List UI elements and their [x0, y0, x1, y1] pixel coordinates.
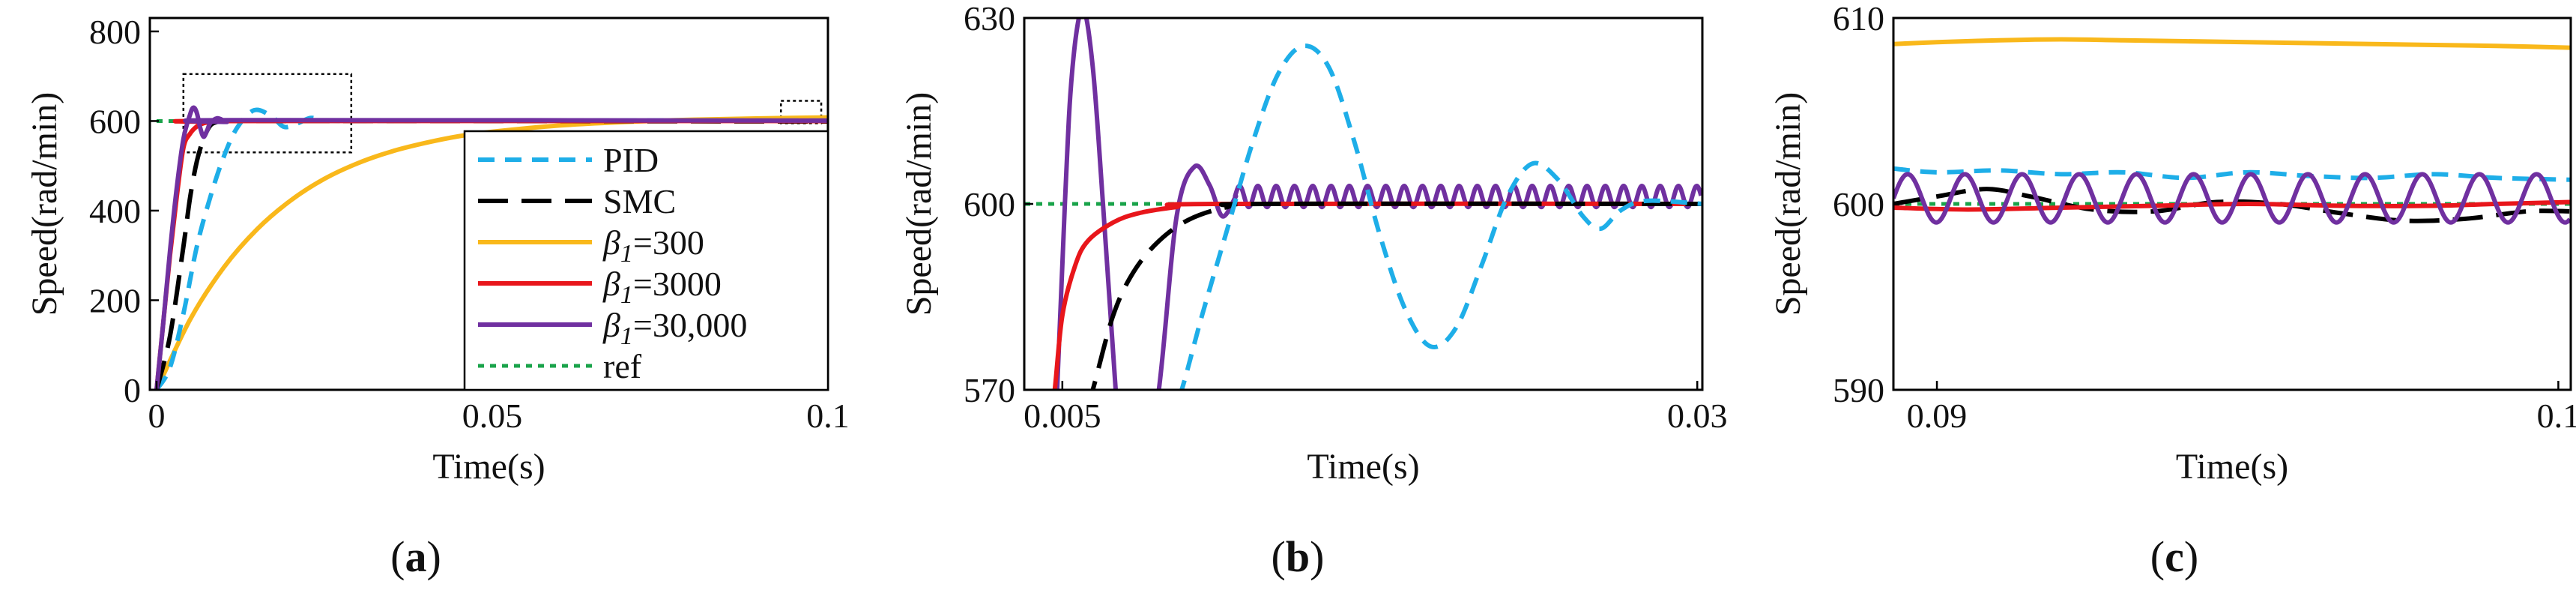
legend-box — [463, 130, 829, 391]
x-tick-label: 0 — [148, 397, 165, 435]
legend-label-b300: β1=300 — [602, 223, 704, 268]
series-layer — [1893, 37, 2571, 225]
panel-a: 0 0.05 0.1 0 200 400 600 800 Time(s) Speed(rad/… — [25, 13, 850, 581]
y-tick-label: 570 — [964, 371, 1015, 409]
y-tick-label: 600 — [964, 185, 1015, 223]
legend-label-b3000: β1=3000 — [602, 265, 722, 309]
zoom-box — [780, 100, 823, 124]
y-tick-label: 400 — [89, 192, 141, 230]
y-axis-label: Speed(rad/min) — [1768, 92, 1808, 316]
series-line-b3000 — [1052, 201, 1702, 390]
legend-label-b30000: β1=30,000 — [602, 306, 747, 350]
panel-letter: a — [405, 532, 427, 581]
x-tick-label: 0.05 — [462, 397, 523, 435]
x-tick-label: 0.09 — [1907, 397, 1968, 435]
y-tick-label: 630 — [964, 0, 1015, 37]
x-axis-label: Time(s) — [2176, 447, 2288, 487]
series-layer — [1024, 18, 1702, 390]
series-line-PID — [1893, 166, 2571, 182]
series-line-b300 — [1893, 37, 2571, 50]
panel-label: (a) — [390, 532, 441, 581]
y-tick-label: 0 — [124, 371, 141, 409]
y-tick-label: 590 — [1833, 371, 1884, 409]
series-line-PID — [1179, 43, 1702, 390]
y-tick-label: 600 — [89, 102, 141, 140]
x-tick-label: 0.03 — [1667, 397, 1728, 435]
y-axis-label: Speed(rad/min) — [25, 92, 64, 316]
series-line-b30000 — [154, 105, 828, 390]
tick-layer: 0.005 0.03 570 600 630 — [964, 0, 1727, 435]
tick-layer: 0 0.05 0.1 0 200 400 600 800 — [89, 13, 850, 435]
legend-label-PID: PID — [603, 141, 659, 179]
series-line-b30000 — [1054, 18, 1702, 390]
panel-letter: b — [1286, 532, 1310, 581]
y-tick-label: 800 — [89, 13, 141, 51]
series-line-b30000 — [1893, 172, 2571, 225]
x-tick-label: 0.1 — [806, 397, 850, 435]
series-line-SMC — [1893, 187, 2571, 223]
panel-label: (c) — [2150, 532, 2198, 581]
series-layer — [154, 105, 828, 390]
panel-label: (b) — [1272, 532, 1325, 581]
x-axis-label: Time(s) — [432, 447, 545, 487]
tick-layer: 0.09 0.1 590 600 610 — [1833, 0, 2576, 435]
x-axis-label: Time(s) — [1307, 447, 1419, 487]
series-line-SMC — [1090, 201, 1702, 390]
y-tick-label: 200 — [89, 281, 141, 319]
zoom-box — [182, 73, 353, 154]
panel-letter: c — [2165, 532, 2184, 581]
zoom-boxes — [182, 73, 823, 154]
x-tick-label: 0.005 — [1024, 397, 1101, 435]
y-tick-label: 610 — [1833, 0, 1884, 37]
legend-label-ref: ref — [603, 347, 642, 385]
panel-b: 0.005 0.03 570 600 630 Time(s) Speed(rad/min… — [899, 0, 1727, 581]
legend-label-SMC: SMC — [603, 182, 676, 220]
y-tick-label: 600 — [1833, 185, 1884, 223]
x-tick-label: 0.1 — [2537, 397, 2576, 435]
y-axis-label: Speed(rad/min) — [899, 92, 939, 316]
